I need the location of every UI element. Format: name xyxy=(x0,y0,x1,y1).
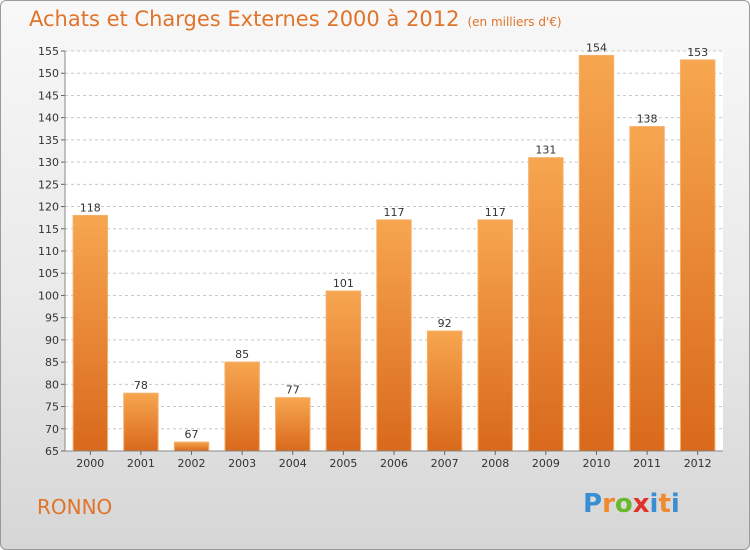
y-tick-label: 120 xyxy=(38,201,59,214)
data-label: 118 xyxy=(80,201,101,214)
y-tick-label: 115 xyxy=(38,223,59,236)
logo-letter: t xyxy=(658,489,671,519)
data-label: 117 xyxy=(384,206,405,219)
data-label: 138 xyxy=(637,113,658,126)
bar xyxy=(173,441,210,452)
x-tick-label: 2003 xyxy=(228,457,256,470)
y-tick-label: 75 xyxy=(45,401,59,414)
x-tick-label: 2005 xyxy=(329,457,357,470)
y-tick-label: 80 xyxy=(45,378,59,391)
y-tick-label: 70 xyxy=(45,423,59,436)
y-tick-label: 95 xyxy=(45,312,59,325)
chart-subtitle: (en milliers d'€) xyxy=(467,15,562,29)
logo-letter: i xyxy=(649,489,659,519)
logo-letter: i xyxy=(670,489,680,519)
bar xyxy=(72,214,109,452)
x-tick-label: 2007 xyxy=(431,457,459,470)
data-label: 154 xyxy=(586,41,607,54)
x-tick-label: 2010 xyxy=(582,457,610,470)
data-label: 85 xyxy=(235,348,249,361)
y-tick-label: 100 xyxy=(38,289,59,302)
x-tick-label: 2001 xyxy=(127,457,155,470)
bars: 118 78 67 85 77 101 117 92 117 131 154 138 153 xyxy=(72,41,716,452)
bar xyxy=(679,59,716,452)
y-tick-label: 105 xyxy=(38,267,59,280)
x-tick-label: 2009 xyxy=(532,457,560,470)
x-tick-label: 2002 xyxy=(178,457,206,470)
logo-letter: r xyxy=(602,489,615,519)
logo-letter: o xyxy=(614,489,633,519)
x-tick-label: 2004 xyxy=(279,457,307,470)
bar xyxy=(426,330,463,452)
logo-letter: P xyxy=(583,489,603,519)
chart-title: Achats et Charges Externes 2000 à 2012 (e… xyxy=(29,7,562,31)
bar xyxy=(629,126,665,452)
bar xyxy=(477,219,513,452)
y-tick-label: 150 xyxy=(38,67,59,80)
logo-letter: x xyxy=(632,489,650,519)
y-tick-label: 85 xyxy=(45,356,59,369)
y-tick-label: 145 xyxy=(38,89,59,102)
y-tick-label: 155 xyxy=(38,45,59,58)
y-axis: 65 70 75 80 85 90 95 100 105 110 115 120 125 130 135 14… xyxy=(38,45,66,458)
bar xyxy=(325,290,362,452)
y-tick-label: 90 xyxy=(45,334,59,347)
x-tick-label: 2000 xyxy=(76,457,104,470)
data-label: 131 xyxy=(535,144,556,157)
x-axis: 2000 2001 2002 2003 2004 2005 2006 2007 2008 2009… xyxy=(65,450,723,470)
bar xyxy=(224,361,260,452)
proxiti-logo: Proxiti xyxy=(583,489,680,519)
x-tick-label: 2011 xyxy=(633,457,661,470)
place-name: RONNO xyxy=(37,495,113,519)
bar xyxy=(578,54,615,452)
x-tick-label: 2008 xyxy=(481,457,509,470)
bar xyxy=(376,219,412,452)
y-tick-label: 135 xyxy=(38,134,59,147)
x-tick-label: 2012 xyxy=(684,457,712,470)
bar xyxy=(123,392,159,452)
chart-title-text: Achats et Charges Externes 2000 à 2012 xyxy=(29,7,460,31)
y-tick-label: 65 xyxy=(45,445,59,458)
data-label: 153 xyxy=(687,46,708,59)
data-label: 78 xyxy=(134,379,148,392)
x-tick-label: 2006 xyxy=(380,457,408,470)
y-tick-label: 110 xyxy=(38,245,59,258)
y-tick-label: 130 xyxy=(38,156,59,169)
bar xyxy=(275,397,311,452)
data-label: 117 xyxy=(485,206,506,219)
y-tick-label: 140 xyxy=(38,112,59,125)
data-label: 77 xyxy=(286,384,300,397)
data-label: 92 xyxy=(438,317,452,330)
data-label: 101 xyxy=(333,277,354,290)
data-label: 67 xyxy=(185,428,199,441)
y-tick-label: 125 xyxy=(38,178,59,191)
bar xyxy=(528,157,564,452)
